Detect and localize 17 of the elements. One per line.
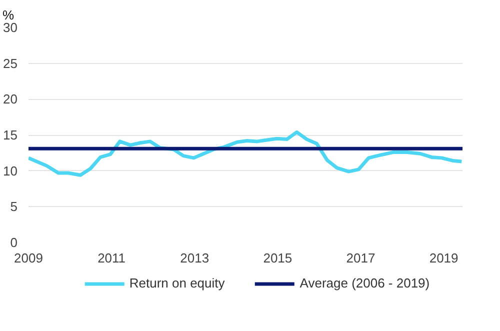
- legend-label: Average (2006 - 2019): [300, 276, 430, 290]
- x-tick-label: 2015: [263, 250, 292, 266]
- x-tick-label: 2011: [98, 250, 126, 266]
- y-tick-label: 5: [10, 199, 18, 214]
- y-tick-label: 30: [3, 20, 18, 35]
- y-tick-label: 0: [10, 235, 18, 250]
- y-tick-label: 15: [3, 128, 18, 142]
- x-tick-label: 2009: [14, 250, 43, 266]
- line-series: [28, 130, 462, 177]
- y-tick-label: 25: [3, 56, 18, 71]
- legend-label: Return on equity: [129, 276, 225, 290]
- y-tick-label: 10: [3, 163, 18, 178]
- y-tick-label: 20: [3, 92, 18, 107]
- y-axis-title: %: [2, 8, 14, 22]
- x-tick-label: 2019: [429, 250, 458, 266]
- x-tick-label: 2017: [346, 250, 376, 266]
- x-tick-label: 2013: [180, 250, 210, 266]
